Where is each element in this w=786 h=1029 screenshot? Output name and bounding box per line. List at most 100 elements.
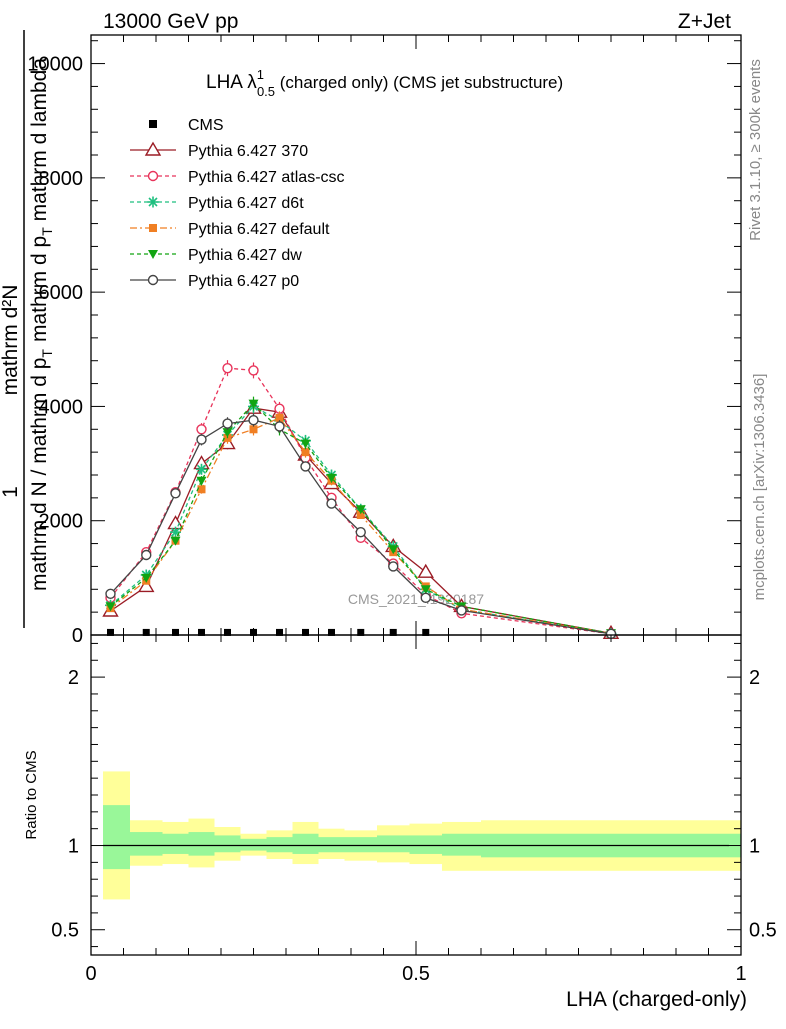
series-point-p0 [355, 526, 366, 538]
legend-marker-dw [148, 250, 158, 259]
main-ytick-label: 0 [72, 625, 83, 647]
series-line-default [110, 417, 612, 634]
series-point-py370 [138, 578, 155, 593]
series-p0 [105, 413, 617, 640]
cms-data-point [276, 628, 283, 636]
series-point-dw [222, 428, 233, 438]
series-point-dw [300, 439, 311, 449]
cms-data-point [250, 628, 257, 636]
ratio-xtick-label: 0 [85, 963, 96, 985]
main-ytick-label: 4000 [39, 396, 84, 418]
legend-label-atlas: Pythia 6.427 atlas-csc [188, 169, 345, 186]
cms-data-point [328, 628, 335, 636]
rivet-version-label: Rivet 3.1.10, ≥ 300k events [747, 59, 764, 241]
legend-label-p0: Pythia 6.427 p0 [188, 273, 299, 290]
header-energy-label: 13000 GeV pp [103, 10, 238, 33]
ratio-ytick-label-right: 2 [749, 667, 760, 689]
ratio-inner-band [377, 835, 410, 853]
ratio-inner-band [318, 837, 345, 853]
series-cms [107, 628, 430, 636]
legend-marker-p0 [147, 274, 159, 286]
ratio-xtick-label: 0.5 [402, 963, 430, 985]
ratio-ytick-label-right: 1 [749, 836, 760, 858]
main-ytick-label: 6000 [39, 282, 84, 304]
legend-marker-py370 [144, 141, 162, 156]
legend-marker-d6t-d2 [148, 197, 158, 207]
cms-data-point [389, 628, 397, 636]
series-point-atlas [196, 424, 207, 435]
series-line-p0 [110, 419, 612, 635]
ratio-xtick-label: 1 [735, 963, 746, 985]
ratio-inner-band [162, 833, 189, 854]
series-point-dw [355, 505, 366, 515]
series-point-dw [196, 476, 207, 486]
series-point-py370 [417, 563, 434, 578]
series-point-p0 [248, 414, 259, 426]
series-point-p0 [222, 418, 233, 429]
ratio-inner-band [409, 835, 442, 854]
series-point-p0 [196, 434, 207, 445]
ratio-inner-band [266, 837, 293, 853]
series-point-dw [326, 473, 337, 483]
ratio-plot-panel: 0.5 0.51 12 20 0.5 1 [51, 634, 777, 985]
legend-label-dw: Pythia 6.427 dw [188, 247, 302, 264]
cms-data-point [142, 628, 150, 636]
series-point-default [301, 448, 310, 457]
series-point-d6t [170, 526, 181, 538]
series-point-d6t [196, 463, 207, 475]
series-point-p0 [456, 605, 467, 616]
legend-label-py370: Pythia 6.427 370 [188, 143, 308, 160]
ratio-inner-band [442, 833, 481, 856]
ratio-inner-band [130, 832, 163, 856]
legend-label-d6t: Pythia 6.427 d6t [188, 195, 304, 212]
main-plot-panel: 0 2000 4000 6000 8000 10000 LHA λ1 0.5 (charged… [27, 34, 742, 647]
ratio-inner-band [344, 837, 377, 853]
cms-data-point [107, 628, 114, 636]
legend-marker-atlas [147, 170, 159, 182]
cms-data-point [357, 628, 365, 636]
series-point-default [275, 413, 284, 422]
series-point-default [249, 425, 258, 434]
series-point-default [356, 511, 365, 519]
ratio-ytick-label: 2 [68, 667, 79, 689]
series-point-dw [388, 545, 399, 555]
series-point-p0 [326, 498, 337, 509]
series-line-dw [110, 402, 612, 634]
cms-data-point [224, 628, 231, 636]
main-ytick-label: 2000 [39, 511, 84, 533]
ylabel-one: 1 [0, 486, 22, 498]
main-chart-title: LHA λ1 0.5 (charged only) (CMS jet substr… [206, 67, 563, 99]
series-point-p0 [420, 592, 431, 604]
ylabel-denominator: mathrm d N / mathrm d pT [28, 349, 55, 591]
main-y-axis-label: mathrm d²N mathrm d pT mathrm d lambda 1… [0, 30, 55, 628]
legend-marker-default [149, 224, 157, 232]
series-point-p0 [170, 488, 181, 499]
ratio-inner-band [214, 835, 241, 853]
main-ytick-label: 10000 [27, 54, 83, 76]
ylabel-numerator-2: mathrm d pT mathrm d lambda [28, 58, 55, 342]
ratio-inner-band [103, 805, 130, 870]
cms-data-point [172, 628, 179, 636]
series-point-dw [248, 399, 259, 409]
header-process-label: Z+Jet [678, 10, 731, 33]
ratio-inner-band [188, 832, 215, 856]
series-point-d6t-d2 [196, 464, 207, 474]
series-point-default [197, 485, 206, 494]
legend-marker-d6t [147, 196, 159, 208]
x-axis-label: LHA (charged-only) [566, 988, 747, 1011]
series-point-dw [170, 536, 181, 546]
series-point-atlas [248, 365, 259, 376]
ylabel-numerator-1: mathrm d²N [0, 285, 22, 396]
series-point-p0 [388, 561, 399, 572]
legend-marker-cms [149, 120, 157, 128]
cms-data-point [302, 628, 309, 636]
ratio-inner-band [292, 833, 319, 854]
series-point-dw [141, 573, 152, 583]
cms-data-point [198, 628, 205, 636]
mcplots-label: mcplots.cern.ch [arXiv:1306.3436] [751, 374, 768, 601]
series-point-dw [420, 585, 431, 595]
series-point-atlas [222, 362, 233, 374]
cms-data-point [422, 628, 430, 636]
series-point-p0 [300, 461, 311, 472]
